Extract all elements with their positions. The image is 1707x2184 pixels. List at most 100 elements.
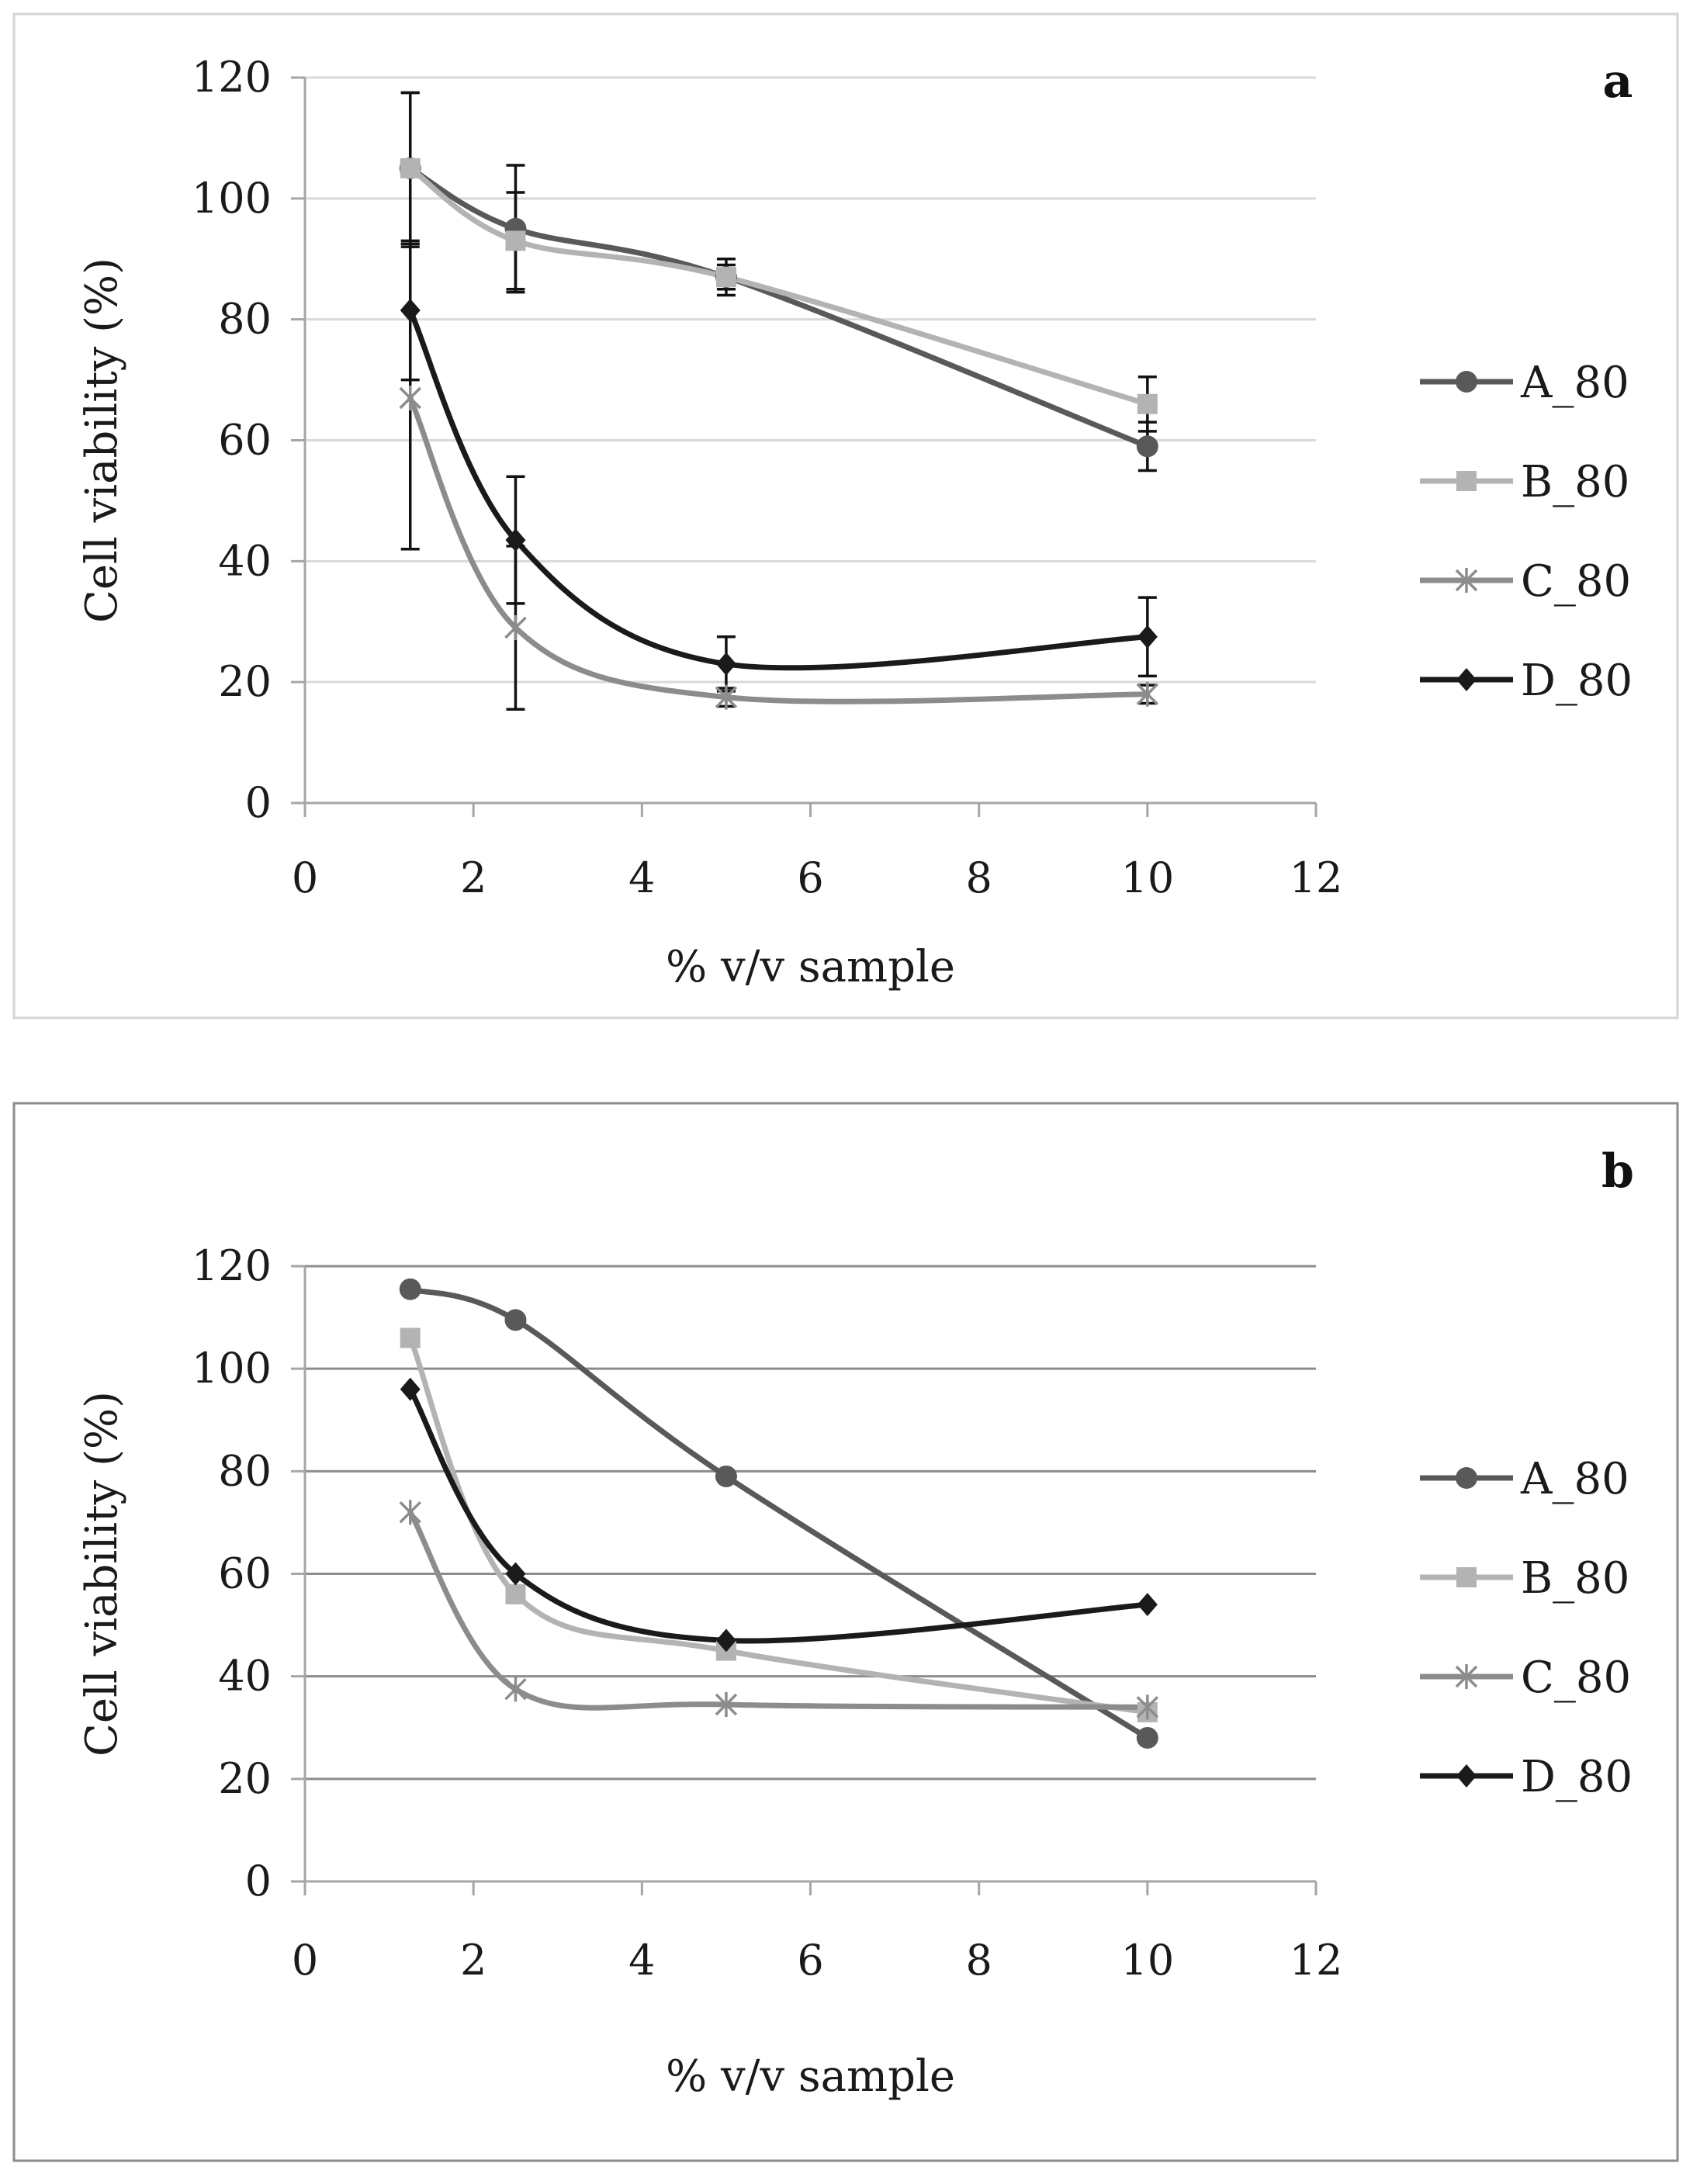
markers-A_80 bbox=[399, 1278, 1158, 1749]
x-tick-label: 8 bbox=[965, 1936, 992, 1985]
legend-item-D_80: D_80 bbox=[1420, 1752, 1633, 1802]
series-line-D_80 bbox=[407, 307, 1151, 671]
panel-label: b bbox=[1601, 1144, 1634, 1199]
y-tick-label: 120 bbox=[192, 53, 272, 102]
y-tick-label: 60 bbox=[218, 416, 272, 465]
x-tick-label: 8 bbox=[965, 853, 992, 902]
x-tick-label: 0 bbox=[292, 1936, 318, 1985]
data-point-D_80 bbox=[505, 528, 526, 552]
legend-item-D_80: D_80 bbox=[1420, 656, 1633, 706]
legend-label: B_80 bbox=[1521, 1553, 1629, 1604]
data-point-C_80 bbox=[1136, 681, 1159, 707]
legend-item-B_80: B_80 bbox=[1420, 1553, 1629, 1604]
legend-marker bbox=[1456, 1467, 1477, 1489]
data-point-D_80 bbox=[505, 1562, 526, 1586]
x-tick-label: 2 bbox=[460, 853, 486, 902]
legend-label: B_80 bbox=[1521, 457, 1629, 507]
series-D_80 bbox=[407, 307, 1151, 671]
panel-frame bbox=[12, 1102, 1679, 2162]
legend: A_80 B_80 C_80 D_80 bbox=[1420, 358, 1633, 706]
y-tick-label: 20 bbox=[218, 657, 272, 706]
data-point-B_80 bbox=[505, 230, 526, 251]
x-tick-label: 4 bbox=[628, 1936, 655, 1985]
legend-item-C_80: C_80 bbox=[1420, 1653, 1631, 1703]
legend-label: C_80 bbox=[1521, 1653, 1631, 1703]
x-tick-label: 6 bbox=[797, 1936, 823, 1985]
data-point-A_80 bbox=[399, 1278, 421, 1300]
data-point-C_80 bbox=[399, 1500, 421, 1525]
legend-item-B_80: B_80 bbox=[1420, 457, 1629, 507]
y-tick-label: 0 bbox=[245, 778, 272, 827]
series-line-B_80 bbox=[407, 1335, 1151, 1715]
series-B_80 bbox=[407, 1335, 1151, 1715]
legend-label: C_80 bbox=[1521, 556, 1631, 607]
y-tick-label: 100 bbox=[192, 1344, 272, 1393]
x-tick-label: 12 bbox=[1290, 1936, 1343, 1985]
legend-marker bbox=[1456, 1764, 1477, 1788]
panel-frame bbox=[12, 12, 1679, 1019]
markers-C_80 bbox=[399, 385, 1159, 710]
legend-marker bbox=[1456, 471, 1477, 491]
data-point-B_80 bbox=[505, 1583, 526, 1604]
legend-item-A_80: A_80 bbox=[1420, 1454, 1629, 1504]
series-A_80 bbox=[407, 165, 1151, 449]
series-line-A_80 bbox=[407, 165, 1151, 449]
series-line-A_80 bbox=[407, 1286, 1151, 1741]
x-tick-label: 2 bbox=[460, 1936, 486, 1985]
data-point-B_80 bbox=[715, 267, 736, 288]
series-line-C_80 bbox=[407, 1509, 1151, 1711]
series-C_80 bbox=[407, 395, 1151, 704]
series-line-D_80 bbox=[407, 1386, 1151, 1644]
data-point-A_80 bbox=[1136, 1726, 1158, 1749]
x-tick-label: 6 bbox=[797, 853, 823, 902]
data-point-D_80 bbox=[400, 298, 421, 322]
data-point-C_80 bbox=[715, 684, 738, 710]
data-point-C_80 bbox=[504, 615, 527, 641]
y-tick-label: 80 bbox=[218, 295, 272, 344]
x-tick-label: 0 bbox=[292, 853, 318, 902]
markers-D_80 bbox=[400, 1377, 1158, 1653]
y-tick-label: 60 bbox=[218, 1549, 272, 1598]
legend-marker bbox=[1456, 668, 1477, 691]
data-point-D_80 bbox=[1137, 1593, 1158, 1617]
y-tick-label: 120 bbox=[192, 1241, 272, 1290]
y-tick-label: 80 bbox=[218, 1446, 272, 1495]
legend-label: D_80 bbox=[1521, 1752, 1633, 1802]
legend-marker bbox=[1456, 371, 1477, 393]
legend-marker bbox=[1455, 568, 1478, 593]
y-tick-label: 40 bbox=[218, 536, 272, 585]
data-point-C_80 bbox=[715, 1692, 738, 1718]
data-point-B_80 bbox=[400, 1327, 421, 1348]
data-point-C_80 bbox=[399, 385, 421, 410]
legend-marker bbox=[1455, 1664, 1478, 1689]
legend-label: D_80 bbox=[1521, 656, 1633, 706]
x-tick-label: 12 bbox=[1290, 853, 1343, 902]
data-point-D_80 bbox=[715, 1628, 736, 1653]
data-point-A_80 bbox=[504, 1309, 527, 1331]
series-line-C_80 bbox=[407, 395, 1151, 704]
markers-D_80 bbox=[400, 298, 1158, 676]
legend-marker bbox=[1456, 1567, 1477, 1587]
y-axis-title: Cell viability (%) bbox=[77, 1391, 127, 1757]
x-tick-label: 10 bbox=[1120, 1936, 1174, 1985]
legend-item-C_80: C_80 bbox=[1420, 556, 1631, 607]
gridlines bbox=[305, 1265, 1316, 1781]
legend: A_80 B_80 C_80 D_80 bbox=[1420, 1454, 1633, 1802]
data-point-D_80 bbox=[400, 1377, 421, 1401]
y-tick-label: 20 bbox=[218, 1754, 272, 1803]
legend-item-A_80: A_80 bbox=[1420, 358, 1629, 408]
legend-label: A_80 bbox=[1520, 1454, 1629, 1504]
x-axis-title: % v/v sample bbox=[666, 2051, 955, 2102]
series-line-B_80 bbox=[407, 165, 1151, 407]
markers-B_80 bbox=[400, 157, 1158, 414]
x-tick-label: 4 bbox=[628, 853, 655, 902]
y-tick-label: 100 bbox=[192, 174, 272, 223]
series-C_80 bbox=[407, 1509, 1151, 1711]
y-axis-title: Cell viability (%) bbox=[77, 258, 127, 623]
series-D_80 bbox=[407, 1386, 1151, 1644]
data-point-D_80 bbox=[1137, 625, 1158, 649]
x-axis-title: % v/v sample bbox=[666, 942, 955, 992]
